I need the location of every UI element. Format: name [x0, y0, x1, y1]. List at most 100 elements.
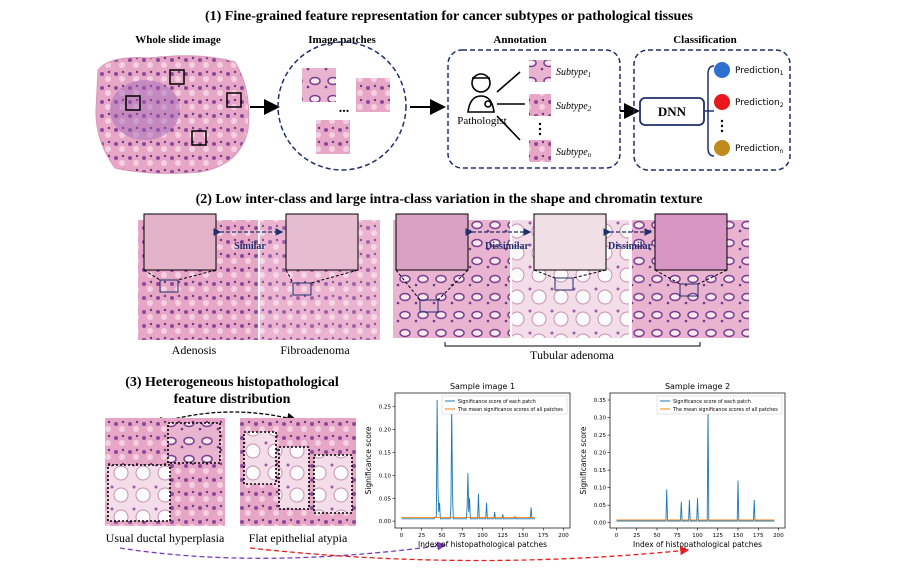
vertical-dots	[720, 119, 724, 133]
y-tick-label: 0.20	[594, 451, 607, 457]
pathologist-label: Pathologist	[457, 115, 507, 127]
image-caption: Tubular adenoma	[530, 348, 615, 362]
y-tick-label: 0.10	[594, 486, 607, 492]
x-tick-label: 0	[400, 533, 404, 539]
section-title: (1) Fine-grained feature representation …	[205, 9, 694, 24]
x-axis-label: Index of histopathological patches	[418, 540, 547, 549]
x-tick-label: 100	[477, 533, 488, 539]
panel-label: Classification	[673, 34, 737, 46]
image-caption: Fibroadenoma	[280, 343, 350, 357]
x-tick-label: 50	[438, 533, 445, 539]
zoom-insets	[143, 213, 728, 313]
prediction-text: Prediction	[735, 98, 780, 108]
panel-label: Whole slide image	[135, 34, 221, 46]
legend-frame	[441, 395, 568, 415]
legend-label: Significance score of each patch	[458, 399, 536, 405]
prediction-sub: 2	[780, 102, 784, 109]
comparison-label: Similar	[234, 241, 266, 252]
y-axis-label: Significance score	[579, 426, 588, 494]
compare-arrow	[159, 411, 298, 428]
x-tick-label: 75	[459, 533, 466, 539]
x-tick-label: 200	[773, 533, 784, 539]
y-tick-label: 0.35	[594, 398, 607, 404]
legend-label: Significance score of each patch	[673, 399, 751, 405]
y-tick-label: 0.10	[379, 473, 392, 479]
subtype-label: Subtype1	[556, 67, 591, 79]
patch	[316, 120, 350, 154]
y-axis-label: Significance score	[364, 426, 373, 494]
x-axis-label: Index of histopathological patches	[633, 540, 762, 549]
image-caption: Flat epithelial atypia	[249, 531, 348, 545]
x-tick-label: 75	[674, 533, 681, 539]
patch	[356, 78, 390, 112]
x-tick-label: 100	[692, 533, 703, 539]
section-title: (2) Low inter-class and large intra-clas…	[196, 192, 703, 207]
x-tick-label: 125	[498, 533, 509, 539]
x-tick-label: 200	[558, 533, 569, 539]
prediction-text: Prediction	[735, 144, 780, 154]
annotation-box	[447, 49, 621, 169]
dnn-box	[639, 97, 705, 126]
classification-box	[633, 49, 791, 171]
line-chart: Sample image 2 0 25 50 75 100 125 150 175 200 0.00…	[579, 382, 786, 549]
patch-boxes	[125, 69, 242, 146]
prediction-sub: 1	[780, 70, 784, 77]
bracket	[705, 65, 715, 157]
x-tick-label: 25	[418, 533, 425, 539]
prediction-label: Predictionn	[735, 144, 784, 155]
legend-label: The mean significance scores of all patc…	[672, 407, 778, 413]
x-tick-label: 0	[615, 533, 619, 539]
patch	[529, 94, 551, 116]
prediction-dot	[714, 140, 730, 156]
section-title: (3) Heterogeneous histopathological	[125, 375, 339, 390]
patches-circle	[277, 41, 407, 171]
image-caption: Adenosis	[172, 343, 217, 357]
link-arrow	[249, 546, 690, 562]
y-tick-label: 0.00	[379, 519, 392, 525]
y-tick-label: 0.30	[594, 416, 607, 422]
panel-label: Annotation	[493, 34, 546, 46]
tumor-region	[110, 80, 180, 140]
prediction-label: Prediction1	[735, 66, 784, 77]
line-chart: Sample image 1 0 25 50 75 100 125 150 175 200 0.00…	[364, 382, 571, 549]
x-tick-label: 125	[713, 533, 724, 539]
comparison-label: Dissimilar	[485, 241, 529, 252]
x-tick-label: 175	[753, 533, 764, 539]
legend-frame	[656, 395, 783, 415]
x-tick-label: 175	[538, 533, 549, 539]
x-tick-label: 25	[633, 533, 640, 539]
patch	[529, 140, 551, 162]
prediction-text: Prediction	[735, 66, 780, 76]
prediction-dot	[714, 94, 730, 110]
y-tick-label: 0.25	[594, 433, 607, 439]
image-caption: Usual ductal hyperplasia	[106, 531, 225, 545]
y-tick-label: 0.25	[379, 405, 392, 411]
x-tick-label: 150	[733, 533, 744, 539]
x-tick-label: 50	[653, 533, 660, 539]
chart-title: Sample image 1	[450, 382, 515, 391]
whole-slide-image	[95, 55, 250, 174]
prediction-dot	[714, 62, 730, 78]
section-title: feature distribution	[174, 392, 291, 407]
subtype-label: Subtype2	[556, 101, 592, 113]
y-tick-label: 0.05	[594, 503, 607, 509]
legend: Significance score of each patch The mean…	[441, 395, 568, 415]
prediction-sub: n	[780, 148, 784, 155]
y-tick-label: 0.00	[594, 521, 607, 527]
y-tick-label: 0.15	[594, 468, 607, 474]
y-tick-label: 0.20	[379, 428, 392, 434]
y-tick-label: 0.05	[379, 496, 392, 502]
y-tick-label: 0.15	[379, 450, 392, 456]
patch	[302, 68, 336, 102]
patch	[529, 60, 551, 82]
comparison-label: Dissimilar	[608, 241, 652, 252]
series-line	[616, 407, 775, 522]
series-line	[401, 399, 536, 520]
dnn-label: DNN	[658, 104, 687, 119]
prediction-label: Prediction2	[735, 98, 784, 109]
ellipsis: ...	[339, 101, 350, 116]
pathologist-icon	[467, 71, 525, 141]
chart-title: Sample image 2	[665, 382, 730, 391]
